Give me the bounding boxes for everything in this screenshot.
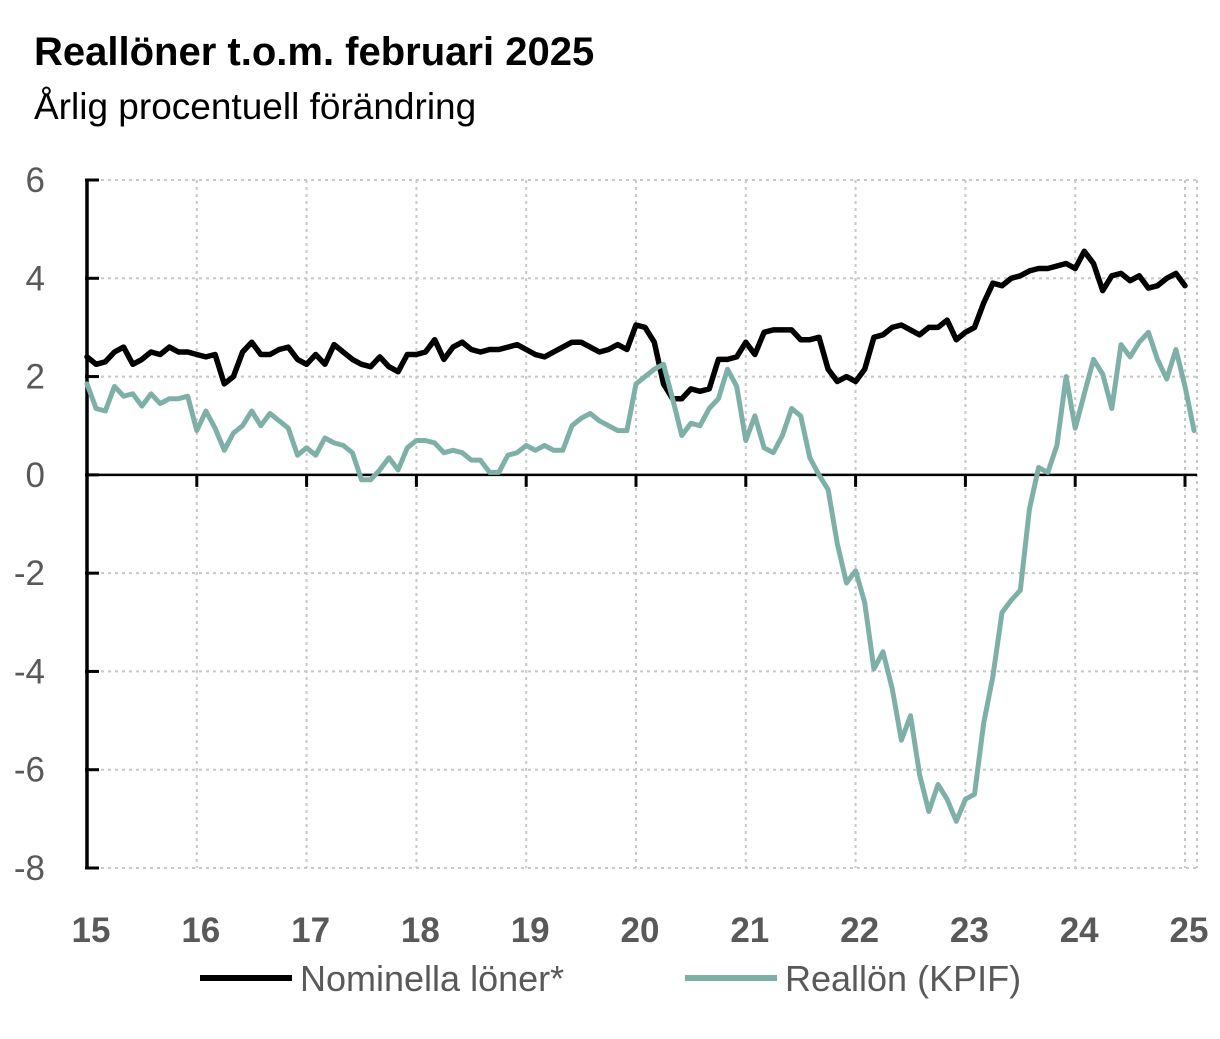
series-lines <box>84 248 1197 824</box>
y-tick-label: 4 <box>26 259 45 298</box>
series-line-nominella-loner <box>84 248 1188 402</box>
legend-label: Reallön (KPIF) <box>785 958 1021 999</box>
y-tick-label: -8 <box>14 849 45 888</box>
x-tick-label: 18 <box>401 911 440 950</box>
x-tick-label: 19 <box>511 911 550 950</box>
x-tick-label: 20 <box>621 911 660 950</box>
x-tick-label: 16 <box>181 911 220 950</box>
legend: Nominella löner* Reallön (KPIF) <box>200 958 1021 999</box>
y-tick-label: 0 <box>26 456 45 495</box>
x-tick-label: 21 <box>730 911 769 950</box>
y-tick-label: 2 <box>26 358 45 397</box>
legend-label: Nominella löner* <box>300 958 564 999</box>
x-tick-label: 15 <box>72 911 111 950</box>
x-tick-labels: 15 16 17 18 19 20 21 22 23 24 25 <box>72 911 1209 950</box>
chart-title: Reallöner t.o.m. februari 2025 <box>34 30 595 74</box>
chart-subtitle: Årlig procentuell förändring <box>34 86 477 127</box>
y-tick-label: -4 <box>14 652 45 691</box>
x-tick-label: 22 <box>840 911 879 950</box>
x-tick-label: 24 <box>1060 911 1099 950</box>
y-tick-label: -2 <box>14 554 45 593</box>
x-tick-label: 25 <box>1170 911 1209 950</box>
y-tick-label: 6 <box>26 161 45 200</box>
y-tick-label: -6 <box>14 751 45 790</box>
y-tick-labels: 6 4 2 0 -2 -4 -6 -8 <box>14 161 45 888</box>
series-line-reallon-kpif <box>84 329 1197 824</box>
axes <box>85 178 1197 870</box>
x-tick-label: 23 <box>950 911 989 950</box>
x-tick-label: 17 <box>291 911 330 950</box>
gridlines <box>87 179 1198 869</box>
